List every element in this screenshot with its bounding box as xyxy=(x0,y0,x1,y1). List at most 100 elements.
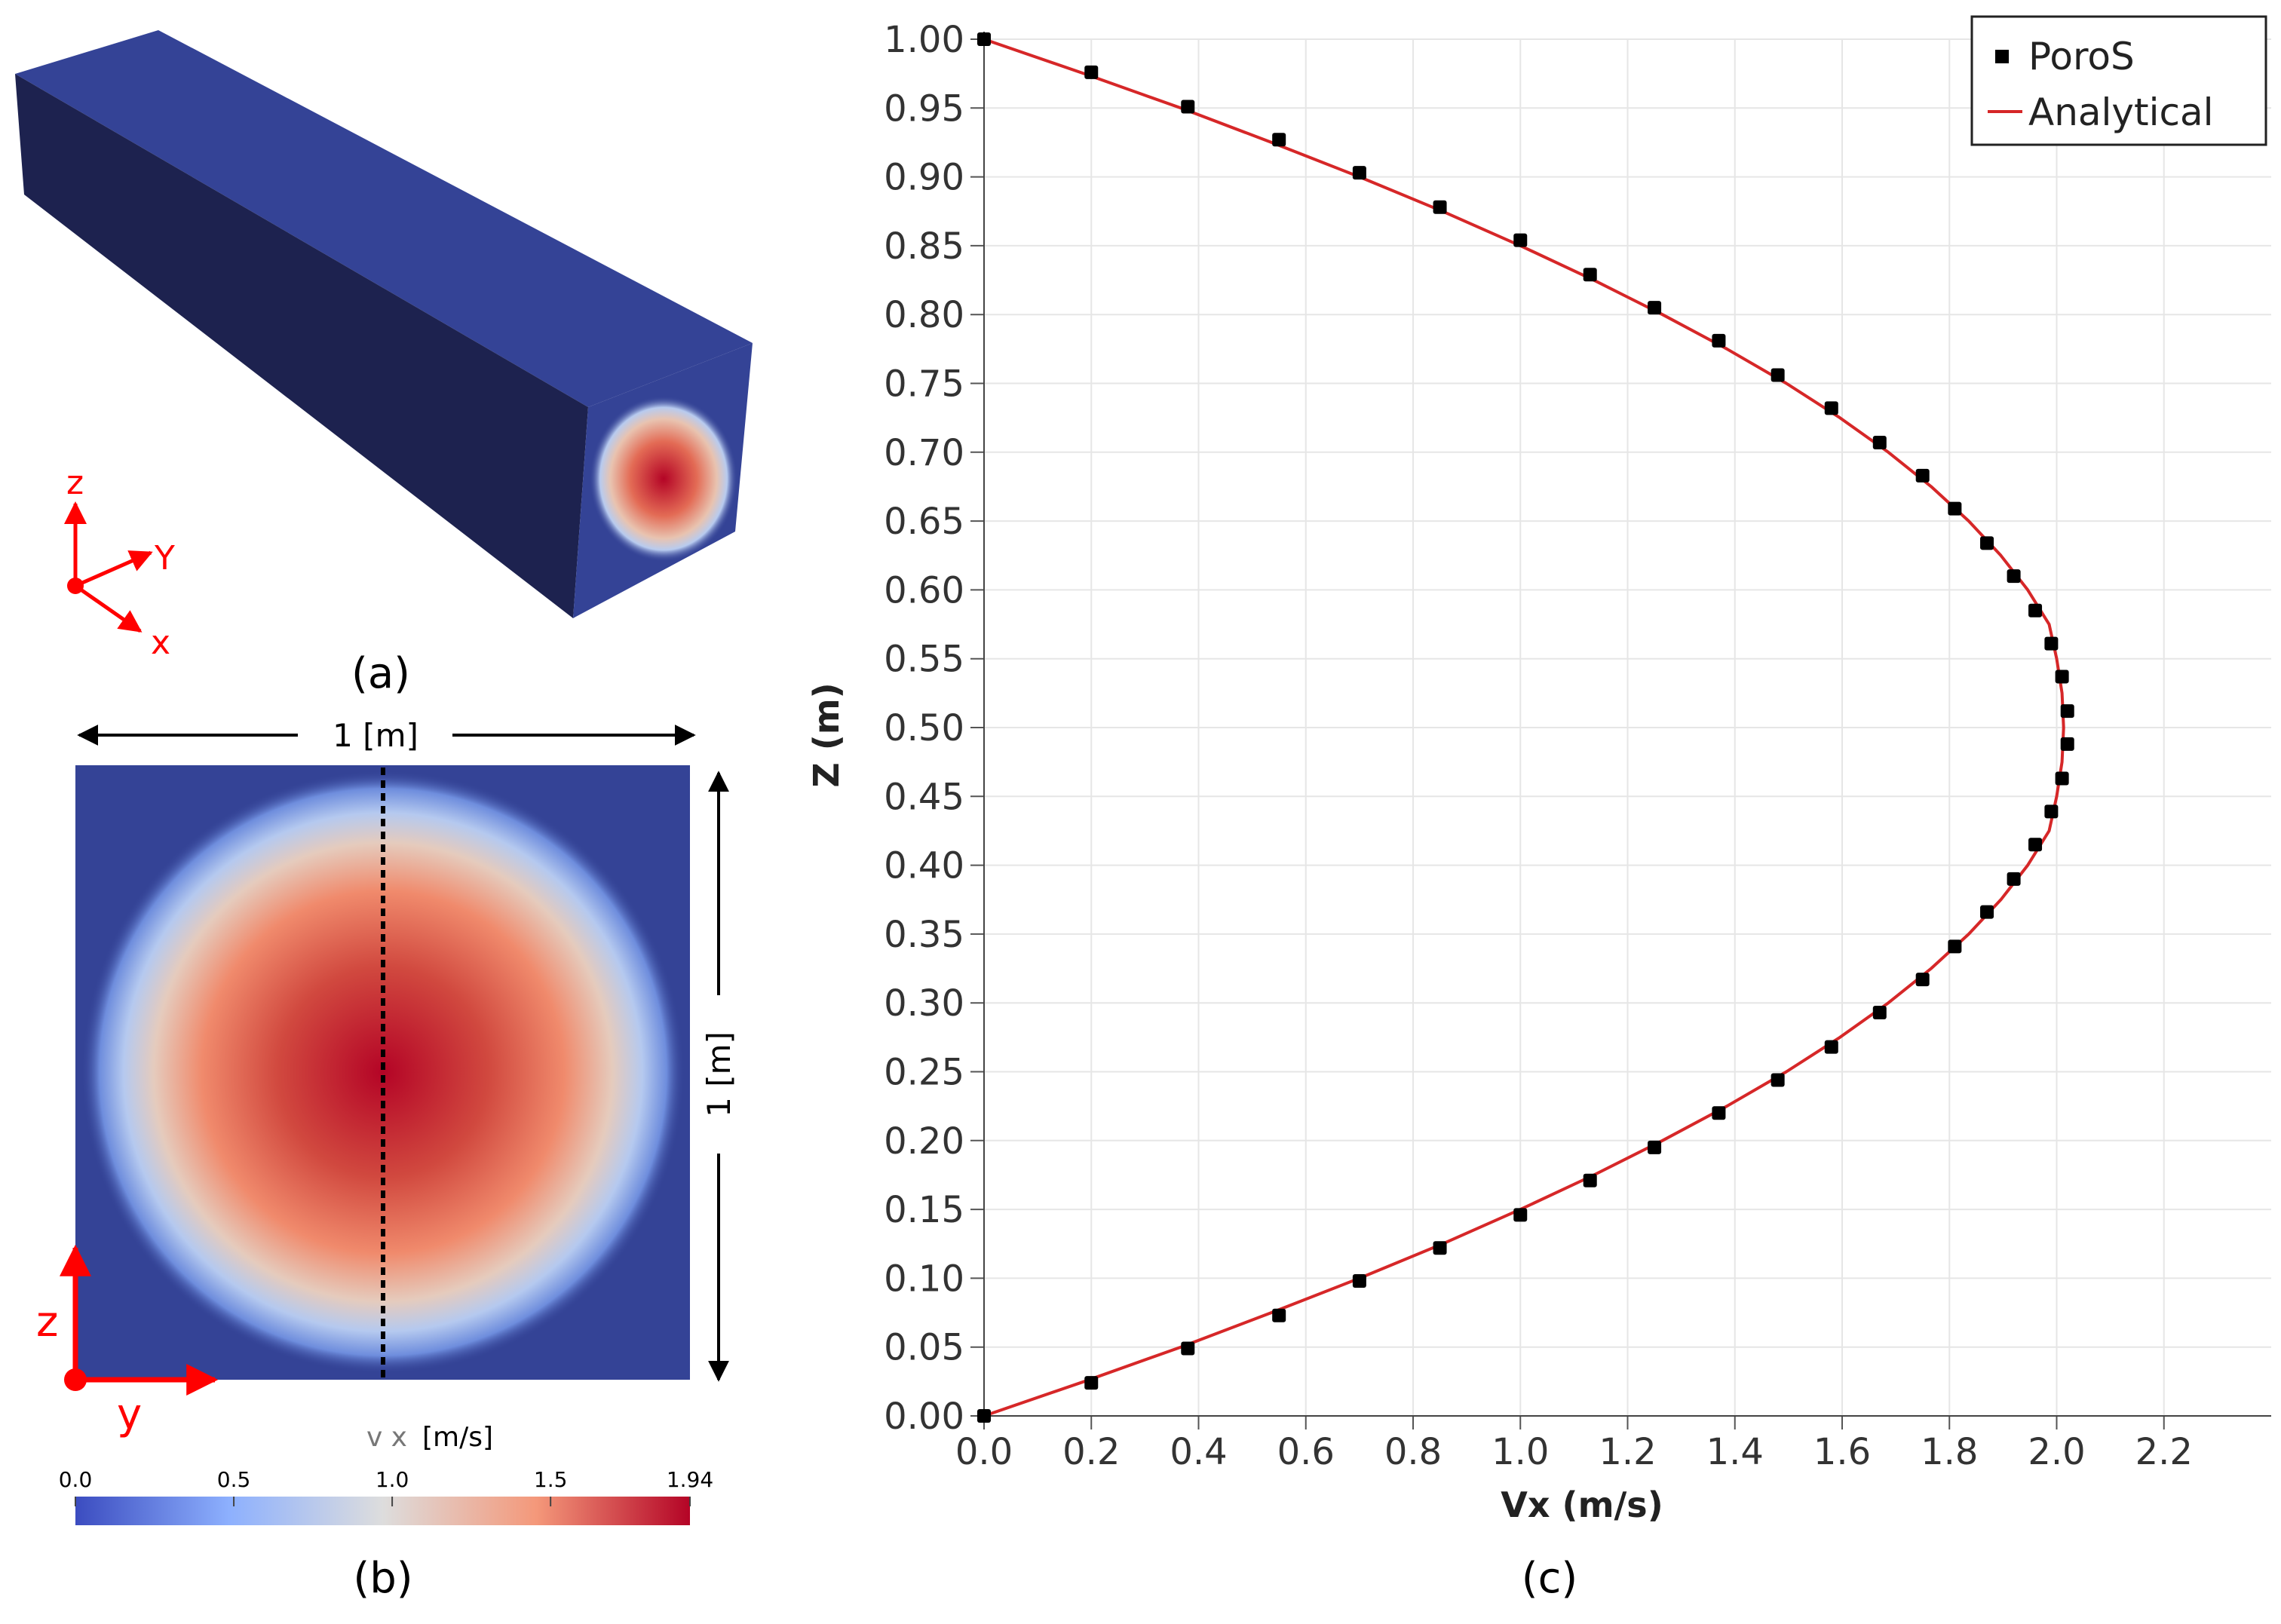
y-tick-label-6: 0.30 xyxy=(884,982,964,1025)
poros-point-5 xyxy=(1433,200,1447,214)
panel-c: 0.00 0.05 0.10 0.15 0.20 0.25 0.30 0.35 0.40 0.45… xyxy=(806,15,2271,1603)
poros-point-7 xyxy=(1583,268,1597,282)
chart-series xyxy=(977,32,2074,1423)
axis-b-y-label: y xyxy=(117,1390,142,1439)
poros-point-20 xyxy=(2060,704,2074,719)
height-dimension-label: 1 [m] xyxy=(701,1031,737,1117)
legend-poros-marker xyxy=(1995,50,2009,63)
y-tick-label-2: 0.10 xyxy=(884,1258,964,1300)
poros-point-6 xyxy=(1513,233,1528,247)
y-tick-label-17: 0.85 xyxy=(884,225,964,268)
legend-analytical-label: Analytical xyxy=(2028,90,2214,134)
y-tick-label-1: 0.05 xyxy=(884,1327,964,1369)
axis-a-x-label: x xyxy=(151,624,170,662)
chart-grid xyxy=(983,38,2271,1417)
poros-point-33 xyxy=(1648,1140,1662,1154)
poros-point-18 xyxy=(2044,636,2059,651)
poros-point-21 xyxy=(2060,737,2074,751)
axes-triad-b: z y xyxy=(36,1244,219,1439)
y-tick-label-0: 0.00 xyxy=(884,1396,964,1438)
poros-point-14 xyxy=(1948,501,1962,516)
colorbar-ticks: 0.0 0.5 1.0 1.5 1.94 xyxy=(59,1467,713,1506)
poros-point-8 xyxy=(1648,301,1662,315)
block-end-velocity-blob xyxy=(590,396,737,562)
poros-point-2 xyxy=(1181,100,1195,114)
width-dimension-label: 1 [m] xyxy=(333,717,418,754)
poros-point-29 xyxy=(1872,1005,1887,1019)
chart-y-tick-labels: 0.00 0.05 0.10 0.15 0.20 0.25 0.30 0.35 0.40 0.45… xyxy=(884,19,964,1438)
poros-point-36 xyxy=(1433,1241,1447,1255)
poros-point-39 xyxy=(1181,1341,1195,1356)
y-tick-label-12: 0.60 xyxy=(884,569,964,611)
chart-axes xyxy=(970,32,2271,1429)
poros-point-24 xyxy=(2028,838,2043,852)
block-top-face xyxy=(15,30,753,407)
poros-point-37 xyxy=(1352,1274,1366,1288)
panel-b: 1 [m] 1 [m] z y v x [m/s] 0.0 0.5 1.0 1.5 1.… xyxy=(36,717,737,1603)
poros-point-38 xyxy=(1272,1308,1286,1322)
chart-x-tick-labels: 0.0 0.2 0.4 0.6 0.8 1.0 1.2 1.4 1.6 1.8 2.0 2.2 xyxy=(955,1431,2193,1473)
x-tick-label-0: 0.0 xyxy=(955,1431,1013,1473)
poros-point-25 xyxy=(2007,872,2021,886)
poros-point-19 xyxy=(2055,670,2069,684)
panel-b-label: (b) xyxy=(353,1554,412,1603)
y-tick-label-9: 0.45 xyxy=(884,776,964,818)
chart-y-axis-label: Z (m) xyxy=(806,682,847,787)
poros-point-10 xyxy=(1771,368,1785,382)
poros-point-0 xyxy=(977,32,991,46)
panel-a: z Y x (a) xyxy=(15,30,753,698)
y-tick-label-14: 0.70 xyxy=(884,432,964,474)
colorbar-tick-label-1: 0.5 xyxy=(217,1467,251,1492)
poros-point-26 xyxy=(1980,905,1994,919)
x-tick-label-4: 0.8 xyxy=(1384,1431,1442,1473)
poros-point-22 xyxy=(2055,771,2069,786)
poros-point-9 xyxy=(1712,333,1726,348)
colorbar-tick-label-2: 1.0 xyxy=(376,1467,409,1492)
poros-point-4 xyxy=(1352,166,1366,180)
poros-point-32 xyxy=(1712,1106,1726,1120)
poros-point-30 xyxy=(1824,1040,1838,1054)
poros-point-31 xyxy=(1771,1073,1785,1087)
axis-a-y-label: Y xyxy=(154,539,175,578)
x-tick-label-6: 1.2 xyxy=(1599,1431,1656,1473)
axes-triad-a: z Y x xyxy=(64,464,175,662)
poros-point-1 xyxy=(1084,65,1099,79)
poros-point-34 xyxy=(1583,1173,1597,1187)
x-tick-label-1: 0.2 xyxy=(1062,1431,1120,1473)
y-tick-label-13: 0.65 xyxy=(884,501,964,543)
axis-a-z-label: z xyxy=(66,464,84,502)
y-tick-label-5: 0.25 xyxy=(884,1052,964,1094)
poros-point-15 xyxy=(1980,536,1994,550)
legend-poros-label: PoroS xyxy=(2028,35,2135,78)
series-analytical-line xyxy=(983,38,2065,1417)
poros-point-16 xyxy=(2007,569,2021,584)
x-tick-label-9: 1.8 xyxy=(1921,1431,1978,1473)
x-tick-label-11: 2.2 xyxy=(2135,1431,2193,1473)
poros-point-13 xyxy=(1915,468,1930,483)
y-tick-label-18: 0.90 xyxy=(884,157,964,199)
chart-x-axis-label: Vx (m/s) xyxy=(1501,1485,1663,1525)
panel-c-label: (c) xyxy=(1522,1554,1577,1603)
poros-point-35 xyxy=(1513,1208,1528,1222)
x-tick-label-7: 1.4 xyxy=(1706,1431,1764,1473)
chart-legend: PoroS Analytical xyxy=(1970,15,2267,146)
poros-point-3 xyxy=(1272,133,1286,147)
axis-b-z-label: z xyxy=(36,1298,58,1347)
colorbar-title-unit: [m/s] xyxy=(422,1422,493,1453)
poros-point-28 xyxy=(1915,973,1930,987)
poros-point-23 xyxy=(2044,804,2059,819)
poros-point-40 xyxy=(1084,1376,1099,1390)
y-tick-label-20: 1.00 xyxy=(884,19,964,61)
cross-section-velocity-blob xyxy=(81,771,685,1374)
y-tick-label-15: 0.75 xyxy=(884,363,964,406)
colorbar-gradient xyxy=(75,1497,690,1525)
poros-point-12 xyxy=(1872,436,1887,450)
x-tick-label-10: 2.0 xyxy=(2028,1431,2085,1473)
panel-a-label: (a) xyxy=(351,649,410,698)
poros-point-41 xyxy=(977,1409,991,1423)
y-tick-label-3: 0.15 xyxy=(884,1189,964,1231)
y-tick-label-11: 0.55 xyxy=(884,639,964,681)
poros-point-27 xyxy=(1948,939,1962,954)
y-tick-label-7: 0.35 xyxy=(884,914,964,956)
